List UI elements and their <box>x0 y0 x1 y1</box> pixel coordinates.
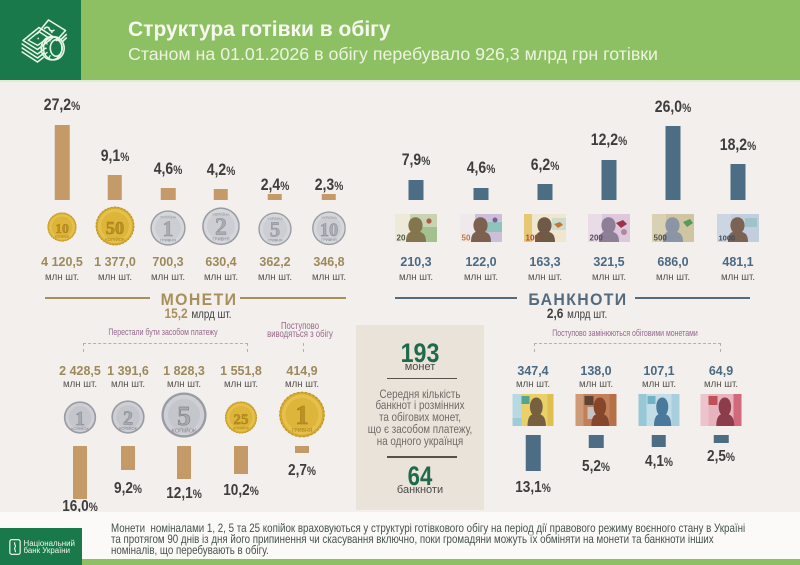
svg-text:1: 1 <box>162 215 173 240</box>
svg-text:10: 10 <box>55 221 69 236</box>
svg-text:ГРИВНЯ: ГРИВНЯ <box>160 237 176 242</box>
svg-text:50: 50 <box>105 218 123 238</box>
svg-text:5: 5 <box>269 217 280 241</box>
svg-text:УКРАЇНА: УКРАЇНА <box>267 216 283 220</box>
svg-text:ГРИВНЯ: ГРИВНЯ <box>212 236 229 241</box>
svg-text:5: 5 <box>177 400 191 431</box>
svg-text:200: 200 <box>590 234 604 243</box>
svg-text:1: 1 <box>75 407 85 429</box>
svg-text:КОПІЙОК: КОПІЙОК <box>71 426 89 431</box>
svg-text:ГРИВНЯ: ГРИВНЯ <box>267 238 282 242</box>
svg-text:КОПІЙОК: КОПІЙОК <box>118 426 137 431</box>
svg-text:УКРАЇНА: УКРАЇНА <box>160 214 177 219</box>
svg-text:КОПІЙОК: КОПІЙОК <box>233 426 250 430</box>
svg-text:ГРИВНЯ: ГРИВНЯ <box>321 238 337 242</box>
svg-text:УКРАЇНА: УКРАЇНА <box>321 216 337 220</box>
svg-text:10: 10 <box>319 220 338 241</box>
svg-text:2: 2 <box>215 215 227 241</box>
svg-text:КОПІЙОК: КОПІЙОК <box>105 236 125 241</box>
svg-text:100: 100 <box>526 234 540 243</box>
svg-text:УКРАЇНА: УКРАЇНА <box>212 212 230 217</box>
svg-text:500: 500 <box>654 234 668 243</box>
svg-text:50: 50 <box>461 234 470 243</box>
svg-text:1: 1 <box>295 400 309 430</box>
svg-text:КОПІЙОК: КОПІЙОК <box>55 235 70 239</box>
svg-text:2: 2 <box>122 407 132 429</box>
svg-text:1000: 1000 <box>718 234 735 243</box>
svg-text:КОПІЙОК: КОПІЙОК <box>171 426 196 434</box>
svg-text:25: 25 <box>233 411 249 428</box>
svg-text:20: 20 <box>397 234 406 243</box>
svg-text:ГРИВНЯ: ГРИВНЯ <box>291 428 312 434</box>
